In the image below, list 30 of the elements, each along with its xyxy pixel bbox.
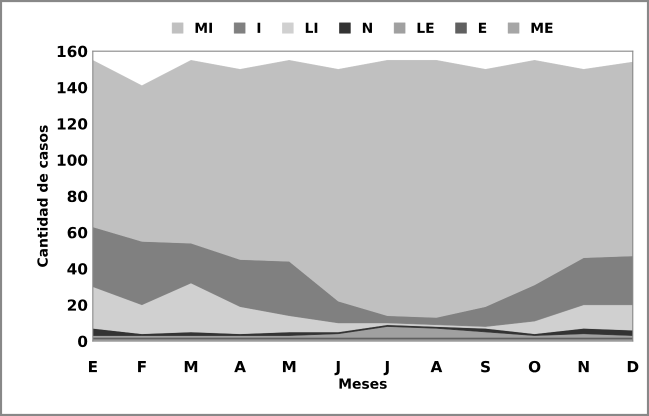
y-tick-label: 140 [58, 82, 88, 94]
y-tick-label: 100 [58, 154, 88, 166]
x-tick-label: M [184, 361, 198, 372]
legend-label: E [478, 22, 486, 33]
legend-label: LI [306, 22, 318, 33]
legend-label: ME [532, 22, 553, 33]
x-tick-label: S [481, 360, 490, 372]
x-tick-label: F [138, 361, 146, 372]
y-tick-label: 160 [58, 46, 88, 58]
x-tick-label: A [234, 361, 246, 372]
y-tick-label: 40 [67, 263, 88, 275]
y-tick-label: 0 [78, 336, 88, 348]
y-tick-label: 20 [68, 299, 88, 311]
legend-label: I [258, 22, 260, 33]
x-tick-label: N [578, 361, 589, 372]
y-tick-label: 60 [68, 226, 88, 238]
y-tick-label: 120 [58, 118, 88, 130]
x-tick-label: J [384, 361, 389, 376]
y-axis-title: Cantidad de casos [37, 125, 48, 267]
legend-label: LE [418, 22, 434, 33]
legend-label: N [362, 22, 372, 33]
x-tick-label: A [430, 361, 442, 372]
x-tick-label: D [628, 361, 638, 372]
x-tick-label: O [528, 360, 540, 372]
x-tick-label: E [88, 361, 97, 372]
x-tick-label: J [334, 361, 340, 376]
x-tick-label: M [282, 361, 296, 372]
legend-label: MI [196, 22, 212, 33]
x-axis-title: Meses [339, 378, 387, 389]
y-tick-label: 80 [68, 190, 88, 202]
